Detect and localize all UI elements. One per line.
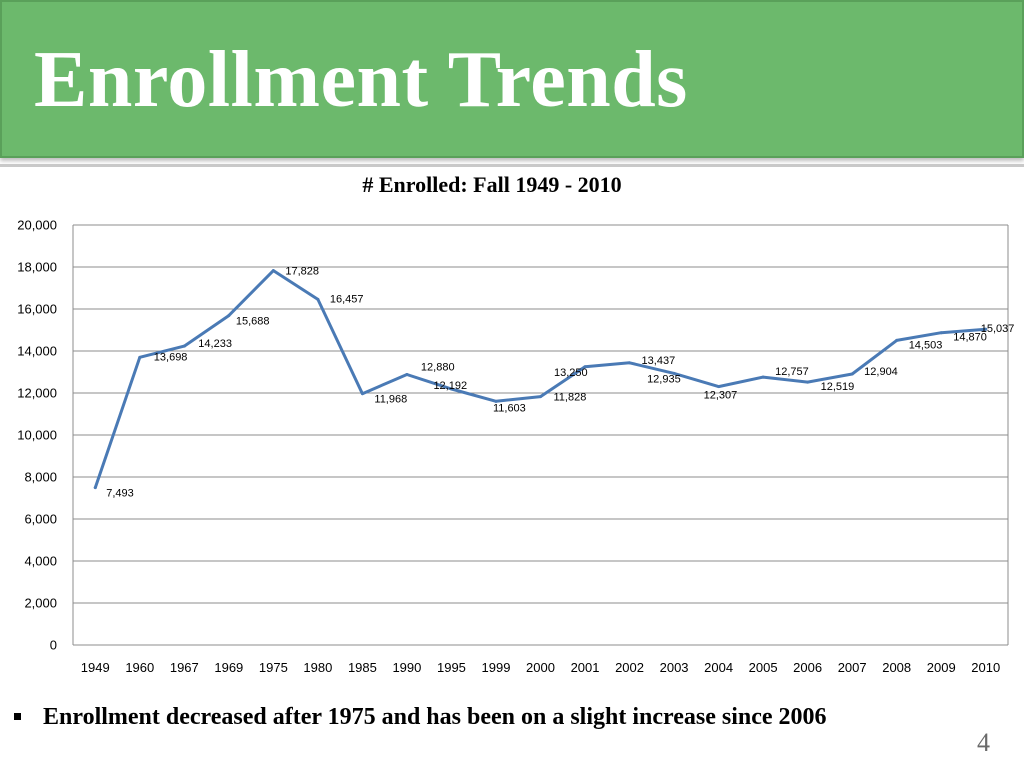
- x-tick-label: 2006: [793, 660, 822, 675]
- x-tick-label: 1995: [437, 660, 466, 675]
- data-label: 13,437: [642, 355, 676, 367]
- bullet-square-icon: [14, 713, 21, 720]
- x-tick-label: 2001: [571, 660, 600, 675]
- banner-underline: [0, 164, 1024, 167]
- title-banner: Enrollment Trends: [0, 0, 1024, 158]
- x-tick-label: 1999: [482, 660, 511, 675]
- data-label: 14,870: [953, 332, 987, 344]
- data-label: 11,828: [554, 392, 587, 404]
- data-point: [806, 380, 810, 384]
- data-point: [316, 297, 320, 301]
- y-tick-label: 4,000: [24, 554, 57, 569]
- x-tick-label: 1960: [125, 660, 154, 675]
- data-label: 15,688: [236, 316, 270, 328]
- data-point: [895, 338, 899, 342]
- data-point: [761, 375, 765, 379]
- y-tick-label: 12,000: [17, 386, 57, 401]
- bullet-text: Enrollment decreased after 1975 and has …: [43, 704, 827, 730]
- data-point: [628, 361, 632, 365]
- data-point: [93, 486, 97, 490]
- data-point: [717, 385, 721, 389]
- data-label: 11,968: [374, 394, 407, 406]
- y-tick-label: 10,000: [17, 428, 57, 443]
- x-tick-label: 2008: [882, 660, 911, 675]
- x-tick-label: 1985: [348, 660, 377, 675]
- x-tick-label: 2007: [838, 660, 867, 675]
- data-label: 17,828: [285, 266, 319, 278]
- x-tick-label: 2005: [749, 660, 778, 675]
- x-tick-label: 2009: [927, 660, 956, 675]
- data-point: [405, 373, 409, 377]
- x-tick-label: 1980: [303, 660, 332, 675]
- data-label: 12,192: [433, 380, 467, 392]
- data-label: 12,519: [821, 381, 855, 393]
- y-tick-label: 16,000: [17, 302, 57, 317]
- slide-title: Enrollment Trends: [34, 36, 688, 124]
- data-point: [494, 399, 498, 403]
- x-tick-label: 2000: [526, 660, 555, 675]
- data-label: 11,603: [493, 402, 526, 414]
- data-point: [271, 269, 275, 273]
- data-point: [138, 355, 142, 359]
- x-tick-label: 2002: [615, 660, 644, 675]
- bullet-item: Enrollment decreased after 1975 and has …: [14, 703, 944, 732]
- slide-number: 4: [977, 728, 990, 757]
- data-label: 12,880: [421, 362, 455, 374]
- y-tick-label: 0: [50, 638, 57, 653]
- x-tick-label: 1990: [392, 660, 421, 675]
- x-tick-label: 1975: [259, 660, 288, 675]
- data-label: 14,503: [909, 339, 943, 351]
- y-tick-label: 14,000: [17, 344, 57, 359]
- y-tick-label: 2,000: [24, 596, 57, 611]
- data-label: 16,457: [330, 293, 364, 305]
- y-tick-label: 8,000: [24, 470, 57, 485]
- chart-title: # Enrolled: Fall 1949 - 2010: [362, 172, 621, 197]
- data-point: [539, 395, 542, 399]
- data-label: 15,037: [981, 323, 1015, 335]
- plot-area: 0 2,000 4,000 6,000 8,000 10,000 12,000 14,000 1…: [17, 218, 1014, 676]
- data-point: [360, 392, 364, 396]
- data-label: 13,250: [554, 367, 588, 379]
- data-label: 7,493: [106, 488, 134, 500]
- data-point: [182, 344, 186, 348]
- x-tick-label: 1949: [81, 660, 110, 675]
- data-point: [939, 331, 943, 335]
- data-label: 12,757: [775, 366, 809, 378]
- data-point: [227, 314, 231, 318]
- x-tick-label: 1967: [170, 660, 199, 675]
- data-point: [850, 372, 854, 376]
- data-label: 12,904: [864, 366, 898, 378]
- data-point: [449, 387, 453, 391]
- data-point: [672, 371, 676, 375]
- x-tick-label: 1969: [214, 660, 243, 675]
- data-label: 12,935: [647, 373, 681, 385]
- data-label: 12,307: [704, 390, 738, 402]
- data-point: [583, 365, 587, 369]
- x-tick-label: 2004: [704, 660, 733, 675]
- y-tick-label: 6,000: [24, 512, 57, 527]
- enrollment-series-line: [93, 269, 988, 490]
- x-tick-label: 2003: [660, 660, 689, 675]
- data-label: 14,233: [198, 338, 232, 350]
- data-point: [984, 327, 988, 331]
- y-tick-label: 18,000: [17, 260, 57, 275]
- enrollment-line-chart: # Enrolled: Fall 1949 - 2010 0 2,000 4,000…: [17, 172, 1014, 676]
- x-tick-label: 2010: [971, 660, 1000, 675]
- data-label: 13,698: [154, 351, 188, 363]
- y-tick-label: 20,000: [17, 218, 57, 233]
